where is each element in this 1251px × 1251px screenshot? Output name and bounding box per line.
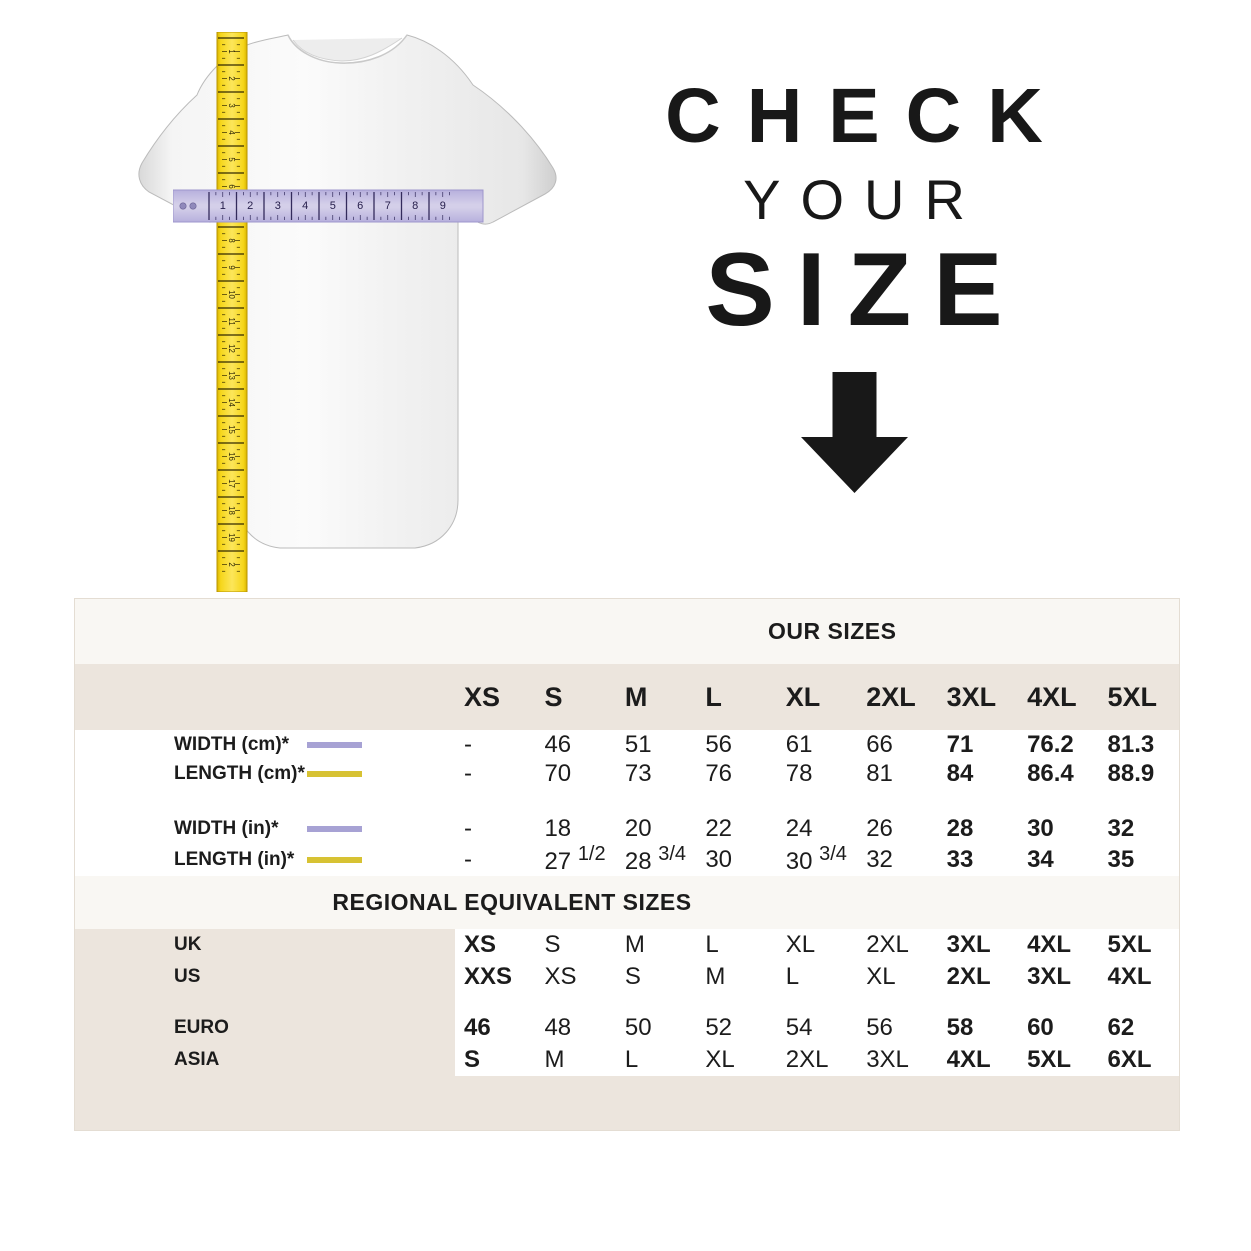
svg-text:19: 19 bbox=[227, 533, 236, 542]
svg-text:9: 9 bbox=[440, 200, 446, 212]
svg-text:2: 2 bbox=[227, 76, 236, 80]
svg-text:3: 3 bbox=[227, 103, 236, 107]
svg-text:17: 17 bbox=[227, 479, 236, 488]
svg-text:14: 14 bbox=[227, 398, 236, 407]
svg-text:10: 10 bbox=[227, 290, 236, 299]
svg-text:2: 2 bbox=[247, 200, 253, 212]
svg-text:5: 5 bbox=[227, 157, 236, 162]
svg-text:15: 15 bbox=[227, 425, 236, 434]
svg-text:6: 6 bbox=[357, 200, 363, 212]
svg-text:7: 7 bbox=[385, 200, 391, 212]
svg-text:16: 16 bbox=[227, 452, 236, 461]
svg-text:9: 9 bbox=[227, 265, 236, 269]
svg-text:3: 3 bbox=[275, 200, 281, 212]
svg-text:11: 11 bbox=[227, 317, 236, 325]
svg-text:2: 2 bbox=[227, 562, 236, 566]
svg-text:12: 12 bbox=[227, 344, 236, 353]
svg-text:13: 13 bbox=[227, 371, 236, 380]
svg-text:5: 5 bbox=[330, 200, 336, 212]
svg-text:1: 1 bbox=[227, 49, 236, 53]
svg-text:4: 4 bbox=[302, 200, 308, 212]
svg-text:4: 4 bbox=[227, 130, 236, 135]
svg-text:18: 18 bbox=[227, 506, 236, 515]
svg-text:1: 1 bbox=[220, 200, 226, 212]
svg-text:8: 8 bbox=[227, 238, 236, 242]
svg-text:8: 8 bbox=[412, 200, 418, 212]
